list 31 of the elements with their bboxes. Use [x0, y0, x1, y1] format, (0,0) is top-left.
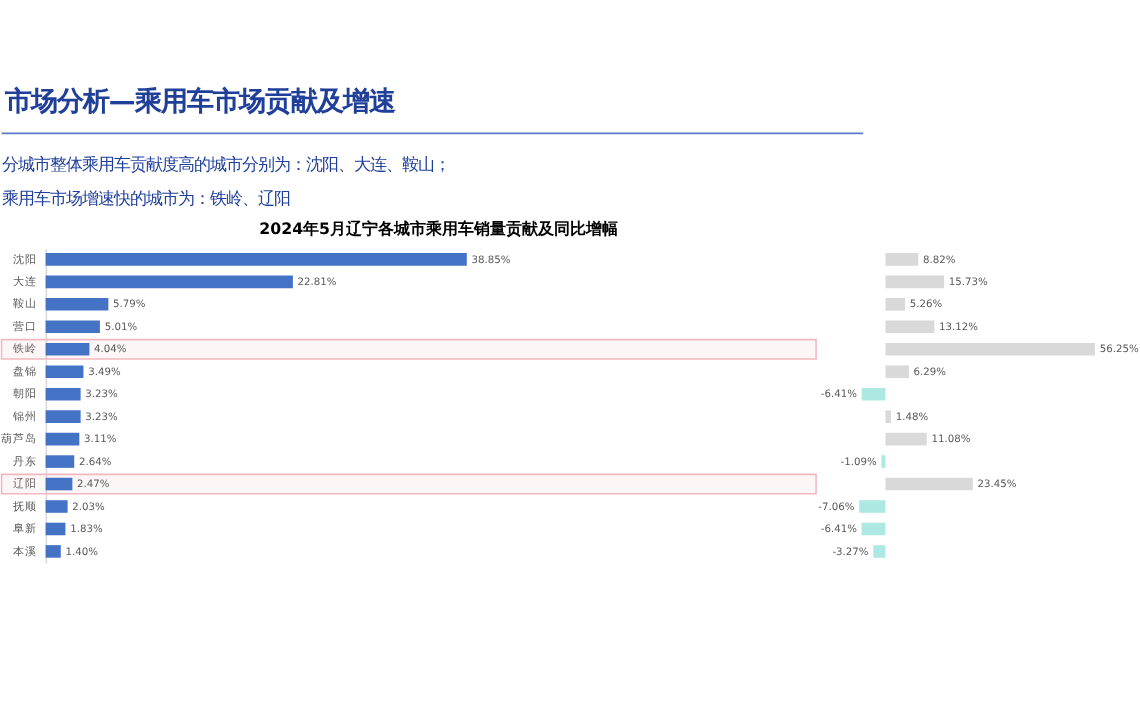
bar: [45, 387, 81, 401]
bar: [859, 500, 886, 513]
bar: [45, 253, 467, 266]
text: 乘用车市场增速快的城市为：铁岭、辽阳: [1, 188, 290, 209]
bar: [885, 432, 927, 446]
bar: [45, 545, 61, 558]
bar: [45, 432, 80, 446]
bar: [861, 387, 886, 401]
bar: [885, 275, 945, 289]
bar: [885, 298, 906, 311]
chart-title: 2024年5月辽宁各城市乘用车销量贡献及同比增幅: [259, 218, 619, 239]
bar: [45, 455, 75, 468]
bar: [45, 410, 81, 423]
bar: [885, 410, 891, 423]
bar: [45, 342, 90, 356]
bar: [885, 365, 909, 379]
bar: [45, 298, 109, 311]
bar: [873, 545, 886, 558]
bar: [45, 320, 100, 334]
bar: [885, 320, 935, 334]
bar: [885, 477, 973, 491]
text: 市场分析—乘用车市场贡献及增速: [2, 85, 398, 118]
bar: [45, 522, 66, 536]
bar: [885, 253, 919, 266]
text: 分城市整体乘用车贡献度高的城市分别为：沈阳、大连、鞍山；: [1, 153, 450, 174]
bar: [45, 365, 84, 379]
bar: [45, 275, 293, 289]
bar: [45, 477, 73, 491]
bar: [885, 342, 1095, 356]
bar: [45, 500, 68, 513]
bar: [861, 522, 886, 536]
